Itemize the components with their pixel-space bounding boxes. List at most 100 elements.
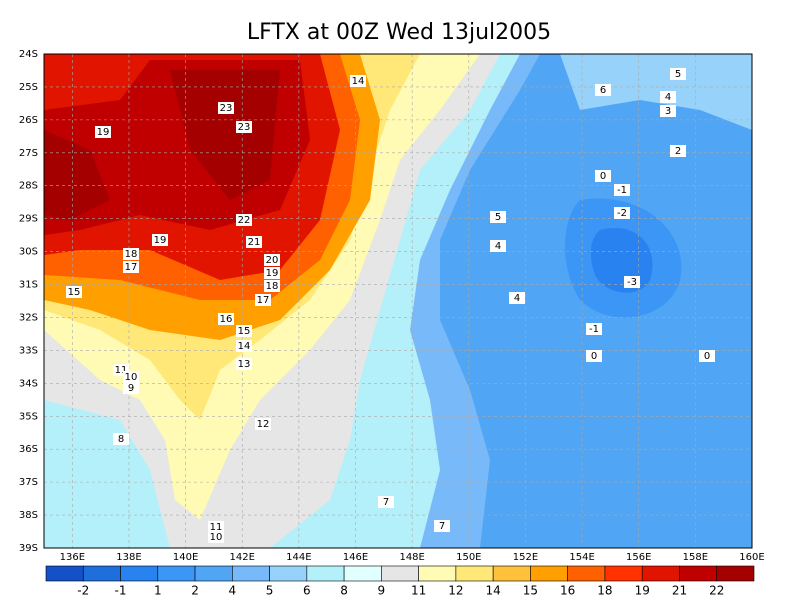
label-box (255, 294, 271, 306)
colorbar-box (567, 565, 606, 582)
label-box (264, 267, 280, 279)
contour-label: 22 (238, 215, 251, 226)
label-box (490, 211, 506, 223)
y-tick-label: 27S (19, 148, 38, 159)
label-box (350, 75, 366, 87)
contour-label: 0 (704, 351, 710, 362)
label-box (586, 323, 602, 335)
y-tick-label: 39S (19, 543, 38, 554)
colorbar-label: -2 (77, 584, 89, 598)
contour-label: 10 (125, 372, 138, 383)
label-box (490, 240, 506, 252)
y-tick-label: 25S (19, 82, 38, 93)
y-tick-label: 30S (19, 247, 38, 258)
contour-label: 15 (238, 326, 251, 337)
contour-label: 19 (266, 268, 279, 279)
contour-label: 7 (383, 497, 389, 508)
label-box (152, 234, 168, 246)
label-box (509, 292, 525, 304)
label-box (208, 531, 224, 543)
contour-label: 17 (257, 295, 270, 306)
y-tick-label: 36S (19, 444, 38, 455)
label-box (660, 91, 676, 103)
label-box (236, 121, 252, 133)
label-box (255, 418, 271, 430)
label-box (66, 286, 82, 298)
contour-label: -2 (617, 208, 627, 219)
label-box (123, 382, 139, 394)
colorbar-box (492, 565, 531, 582)
contour-label: 17 (125, 262, 138, 273)
y-tick-label: 31S (19, 280, 38, 291)
colorbar-label: -1 (115, 584, 127, 598)
contour-label: 4 (514, 293, 520, 304)
label-box (264, 254, 280, 266)
contour-label: 14 (238, 341, 251, 352)
x-tick-label: 144E (286, 552, 311, 563)
contour-label: 14 (352, 76, 365, 87)
contour-label: 5 (495, 212, 501, 223)
colorbar-box (45, 565, 84, 582)
contour-label: 4 (665, 92, 671, 103)
colorbar-box (157, 565, 196, 582)
label-box (434, 520, 450, 532)
field (44, 54, 752, 548)
x-tick-label: 148E (399, 552, 424, 563)
colorbar-label: 14 (486, 584, 501, 598)
contour-label: 13 (238, 359, 251, 370)
label-box (95, 126, 111, 138)
colorbar-label: 21 (672, 584, 687, 598)
label-box (123, 371, 139, 383)
contour-label: 8 (118, 434, 124, 445)
x-tick-label: 142E (230, 552, 255, 563)
contour-label: 11 (115, 365, 128, 376)
y-tick-label: 28S (19, 181, 38, 192)
title: LFTX at 00Z Wed 13jul2005 (247, 20, 551, 45)
contour-label: 19 (154, 235, 167, 246)
colorbar-label: 4 (228, 584, 236, 598)
x-tick-label: 154E (569, 552, 594, 563)
contour-label: 23 (238, 122, 251, 133)
label-box (123, 248, 139, 260)
y-tick-label: 34S (19, 378, 38, 389)
colorbar: -2 -1 1 2 4 5 6 8 9 11 12 14 15 16 18 19 21 22 (45, 565, 755, 598)
colorbar-label: 16 (560, 584, 575, 598)
x-tick-label: 156E (626, 552, 651, 563)
contour-label: 6 (600, 85, 606, 96)
label-box (595, 170, 611, 182)
label-box (236, 214, 252, 226)
y-tick-label: 32S (19, 312, 38, 323)
colorbar-label: 11 (411, 584, 426, 598)
label-box (264, 280, 280, 292)
colorbar-label: 19 (635, 584, 650, 598)
contour-label: 0 (591, 351, 597, 362)
label-box (378, 496, 394, 508)
colorbar-label: 22 (709, 584, 724, 598)
contour-label: 12 (257, 419, 270, 430)
y-tick-label: 26S (19, 115, 38, 126)
x-tick-label: 160E (739, 552, 764, 563)
colorbar-box (530, 565, 568, 582)
colorbar-box (679, 565, 718, 582)
contour-label: 21 (248, 237, 261, 248)
y-tick-label: 29S (19, 214, 38, 225)
colorbar-label: 2 (191, 584, 199, 598)
label-box (699, 350, 715, 362)
contour-label: -3 (627, 277, 637, 288)
label-box (208, 521, 224, 533)
colorbar-box (716, 565, 755, 582)
colorbar-box (306, 565, 345, 582)
colorbar-box (194, 565, 233, 582)
contour-label: 0 (600, 171, 606, 182)
label-box (218, 102, 234, 114)
label-box (586, 350, 602, 362)
colorbar-box (381, 565, 419, 582)
contour-label: 7 (439, 521, 445, 532)
x-tick-label: 150E (456, 552, 481, 563)
label-box (624, 276, 640, 288)
label-box (614, 184, 630, 196)
label-box (236, 358, 252, 370)
colorbar-box (120, 565, 159, 582)
x-tick-label: 146E (343, 552, 368, 563)
contour-label: -1 (589, 324, 599, 335)
